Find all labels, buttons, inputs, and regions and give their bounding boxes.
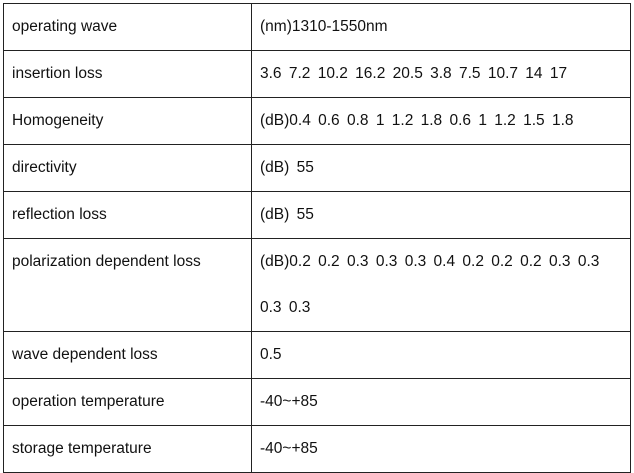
spec-value: (nm)1310-1550nm [251,3,631,51]
spec-value: (dB) 55 [251,144,631,192]
spec-value: (dB)0.4 0.6 0.8 1 1.2 1.8 0.6 1 1.2 1.5 … [251,97,631,145]
spec-value: -40~+85 [251,378,631,426]
spec-name: operating wave [3,3,252,51]
spec-name: operation temperature [3,378,252,426]
spec-name: storage temperature [3,425,252,473]
spec-value: 0.5 [251,331,631,379]
table-row: polarization dependent loss (dB)0.2 0.2 0… [3,238,631,332]
table-row: directivity (dB) 55 [3,144,631,192]
table-row: wave dependent loss 0.5 [3,331,631,379]
spec-table-wrapper: operating wave (nm)1310-1550nm insertion l… [3,3,631,473]
spec-value: (dB)0.2 0.2 0.3 0.3 0.3 0.4 0.2 0.2 0.2 … [251,238,631,332]
spec-name: polarization dependent loss [3,238,252,332]
table-row: reflection loss (dB) 55 [3,191,631,239]
spec-value: -40~+85 [251,425,631,473]
spec-name: Homogeneity [3,97,252,145]
table-row: operation temperature -40~+85 [3,378,631,426]
table-row: insertion loss 3.6 7.2 10.2 16.2 20.5 3.8… [3,50,631,98]
spec-name: directivity [3,144,252,192]
spec-name: insertion loss [3,50,252,98]
spec-table: operating wave (nm)1310-1550nm insertion l… [3,3,631,473]
spec-name: reflection loss [3,191,252,239]
spec-value: (dB) 55 [251,191,631,239]
spec-name: wave dependent loss [3,331,252,379]
spec-value: 3.6 7.2 10.2 16.2 20.5 3.8 7.5 10.7 14 1… [251,50,631,98]
table-body: operating wave (nm)1310-1550nm insertion l… [3,3,631,473]
table-row: Homogeneity (dB)0.4 0.6 0.8 1 1.2 1.8 0.6… [3,97,631,145]
table-row: operating wave (nm)1310-1550nm [3,3,631,51]
table-row: storage temperature -40~+85 [3,425,631,473]
